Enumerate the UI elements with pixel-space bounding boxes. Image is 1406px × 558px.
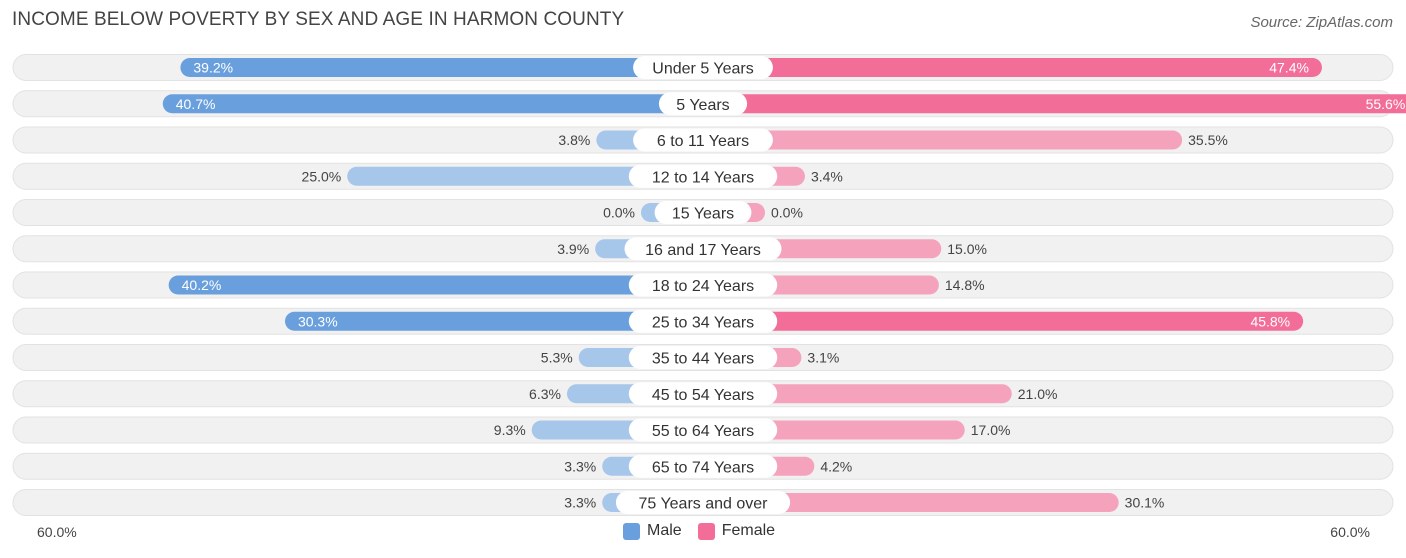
category-pill xyxy=(654,201,752,224)
female-bar xyxy=(703,493,1119,512)
male-value-label: 3.9% xyxy=(557,241,589,257)
category-label: 25 to 34 Years xyxy=(652,314,754,331)
legend: Male Female xyxy=(623,522,791,540)
male-value-label: 5.3% xyxy=(541,350,573,366)
legend-female-swatch xyxy=(697,522,715,540)
category-label: Under 5 Years xyxy=(652,61,753,78)
category-pill xyxy=(628,309,778,333)
axis-left-label: 60.0% xyxy=(37,524,77,540)
category-label: 15 Years xyxy=(672,206,734,223)
category-pill xyxy=(628,164,778,188)
male-value-label: 30.3% xyxy=(298,313,338,329)
female-value-label: 0.0% xyxy=(771,205,803,221)
male-value-label: 39.2% xyxy=(193,60,233,76)
female-value-label: 4.2% xyxy=(820,458,852,474)
axis-right-label: 60.0% xyxy=(1330,524,1370,540)
male-value-label: 40.7% xyxy=(176,96,216,112)
category-label: 18 to 24 Years xyxy=(652,278,754,295)
female-value-label: 45.8% xyxy=(1250,313,1290,329)
legend-male: Male xyxy=(623,522,682,540)
female-value-label: 30.1% xyxy=(1125,495,1165,511)
source-credit: Source: ZipAtlas.com xyxy=(1250,14,1393,31)
category-pill xyxy=(628,382,778,406)
female-bar xyxy=(703,58,1322,77)
category-label: 75 Years and over xyxy=(639,496,769,513)
male-value-label: 3.8% xyxy=(558,132,590,148)
male-bar xyxy=(284,311,703,331)
category-label: 5 Years xyxy=(676,97,729,114)
category-label: 55 to 64 Years xyxy=(652,423,754,440)
category-pill xyxy=(615,491,791,514)
category-pill xyxy=(658,92,748,116)
category-pill xyxy=(628,454,778,478)
female-value-label: 14.8% xyxy=(945,277,985,293)
poverty-chart: 39.2% 47.4% Under 5 Years 40.7% 55.6% 5 Years… xyxy=(12,54,1406,516)
female-value-label: 55.6% xyxy=(1366,96,1406,112)
category-label: 45 to 54 Years xyxy=(652,387,754,404)
category-pill xyxy=(628,418,778,442)
male-value-label: 6.3% xyxy=(529,386,561,402)
category-label: 16 and 17 Years xyxy=(645,242,761,259)
male-bar xyxy=(180,58,703,77)
male-value-label: 25.0% xyxy=(302,168,342,184)
legend-male-label: Male xyxy=(647,522,682,539)
male-value-label: 3.3% xyxy=(564,458,596,474)
category-pill xyxy=(633,56,773,79)
male-bar xyxy=(168,275,703,295)
female-value-label: 17.0% xyxy=(971,422,1011,438)
female-value-label: 35.5% xyxy=(1188,132,1228,148)
category-label: 65 to 74 Years xyxy=(652,459,754,476)
category-pill xyxy=(624,237,782,261)
female-value-label: 21.0% xyxy=(1018,386,1058,402)
female-value-label: 15.0% xyxy=(947,241,987,257)
category-pill xyxy=(628,273,778,297)
category-label: 35 to 44 Years xyxy=(652,351,754,368)
male-bar xyxy=(162,94,703,114)
female-bar xyxy=(703,311,1304,331)
female-bar xyxy=(703,384,1012,404)
female-value-label: 47.4% xyxy=(1269,60,1309,76)
female-bar xyxy=(703,130,1183,150)
male-value-label: 9.3% xyxy=(494,422,526,438)
category-pill xyxy=(628,346,778,369)
male-bar xyxy=(347,166,703,186)
category-label: 12 to 14 Years xyxy=(652,169,754,186)
category-pill xyxy=(633,128,773,152)
legend-female: Female xyxy=(697,522,776,540)
female-value-label: 3.1% xyxy=(807,350,839,366)
male-value-label: 3.3% xyxy=(564,495,596,511)
male-value-label: 40.2% xyxy=(182,277,222,293)
female-bar xyxy=(703,94,1406,114)
legend-male-swatch xyxy=(623,522,640,540)
male-value-label: 0.0% xyxy=(603,205,635,221)
category-label: 6 to 11 Years xyxy=(657,133,749,150)
chart-title: INCOME BELOW POVERTY BY SEX AND AGE IN H… xyxy=(12,9,625,30)
female-value-label: 3.4% xyxy=(811,168,843,184)
legend-female-label: Female xyxy=(721,522,776,539)
